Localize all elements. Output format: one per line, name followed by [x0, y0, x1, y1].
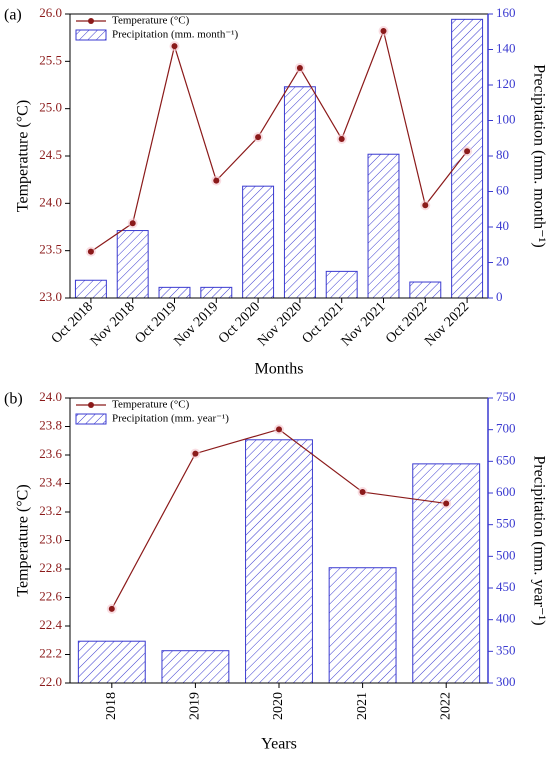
bar	[328, 567, 397, 684]
bar	[74, 279, 107, 299]
y-tick-label: 23.2	[39, 503, 62, 518]
legend-label: Temperature (°C)	[112, 15, 190, 27]
y-tick-label: 24.0	[39, 194, 62, 209]
y2-tick-label: 120	[496, 76, 516, 91]
y2-tick-label: 0	[496, 289, 503, 304]
y-tick-label: 24.0	[39, 389, 62, 404]
y2-tick-label: 140	[496, 40, 516, 55]
marker	[171, 43, 178, 50]
panel: 23.0 23.5 24.0 24.5 25.0 25.5 26.0 0 20 40 60 80 100…	[4, 5, 547, 378]
y-tick-label: 22.2	[39, 645, 62, 660]
bar	[200, 286, 233, 299]
marker	[296, 64, 303, 71]
marker	[380, 28, 387, 35]
bar	[77, 640, 146, 684]
y-tick-label: 22.6	[39, 588, 62, 603]
y2-tick-label: 500	[496, 547, 516, 562]
y2-tick-label: 400	[496, 611, 516, 626]
marker	[464, 148, 471, 155]
y2-tick-label: 350	[496, 642, 516, 657]
x-axis-title: Months	[255, 361, 304, 378]
marker	[359, 489, 366, 496]
x-tick-label: 2020	[271, 692, 286, 720]
y2-tick-label: 650	[496, 452, 516, 467]
marker	[422, 202, 429, 209]
y-tick-label: 22.8	[39, 560, 62, 575]
y-tick-label: 22.4	[39, 617, 62, 632]
panel-label: (b)	[4, 391, 23, 408]
y-tick-label: 26.0	[39, 5, 62, 20]
y2-tick-label: 40	[496, 218, 509, 233]
x-tick-label: 2018	[104, 692, 119, 720]
legend-marker	[88, 18, 94, 24]
bar	[325, 270, 358, 299]
bar	[409, 281, 442, 299]
y2-tick-label: 300	[496, 674, 516, 689]
x-axis-title: Years	[261, 736, 297, 753]
marker	[338, 135, 345, 142]
y2-tick-label: 450	[496, 579, 516, 594]
y2-tick-label: 160	[496, 5, 516, 20]
y-tick-label: 23.0	[39, 289, 62, 304]
y-tick-label: 23.5	[39, 242, 62, 257]
y2-axis-title: Precipitation (mm. year⁻¹)	[530, 455, 547, 625]
x-tick-label: Nov 2020	[255, 299, 305, 349]
legend-marker	[88, 402, 94, 408]
x-tick-label: Nov 2019	[171, 299, 221, 349]
bar	[367, 153, 400, 299]
y-tick-label: 22.0	[39, 674, 62, 689]
marker	[255, 134, 262, 141]
bar	[245, 439, 313, 684]
marker	[108, 605, 115, 612]
x-tick-label: 2022	[438, 692, 453, 720]
marker	[87, 248, 94, 255]
y2-tick-label: 100	[496, 111, 516, 126]
bar	[161, 650, 230, 684]
y-tick-label: 23.0	[39, 531, 62, 546]
x-tick-label: Nov 2021	[339, 299, 389, 349]
panel: 22.0 22.2 22.4 22.6 22.8 23.0 23.2 23.4 23.6 23.8…	[4, 389, 547, 753]
x-tick-label: Nov 2022	[422, 299, 472, 349]
bar	[242, 185, 275, 299]
y2-tick-label: 80	[496, 147, 509, 162]
bar	[283, 86, 316, 299]
y2-tick-label: 550	[496, 516, 516, 531]
y-tick-label: 24.5	[39, 147, 62, 162]
y-axis-title: Temperature (°C)	[15, 484, 32, 596]
legend-label: Temperature (°C)	[112, 399, 190, 411]
y-tick-label: 23.4	[39, 474, 62, 489]
y-tick-label: 25.0	[39, 100, 62, 115]
x-tick-label: Nov 2018	[88, 299, 138, 349]
legend-label: Precipitation (mm. year⁻¹)	[112, 413, 229, 425]
y2-tick-label: 700	[496, 421, 516, 436]
line	[90, 29, 468, 253]
legend-swatch	[75, 29, 107, 41]
y-axis-title: Temperature (°C)	[15, 100, 32, 212]
y-tick-label: 25.5	[39, 52, 62, 67]
y-tick-label: 23.8	[39, 417, 62, 432]
marker	[129, 220, 136, 227]
y2-tick-label: 20	[496, 253, 509, 268]
bar	[412, 463, 481, 684]
legend-label: Precipitation (mm. month⁻¹)	[112, 29, 238, 41]
legend-swatch	[75, 413, 107, 425]
y2-tick-label: 600	[496, 484, 516, 499]
bar	[451, 18, 484, 299]
y-tick-label: 23.6	[39, 446, 62, 461]
y2-axis-title: Precipitation (mm. month⁻¹)	[530, 64, 547, 247]
marker	[192, 450, 199, 457]
marker	[443, 500, 450, 507]
bar	[116, 230, 149, 299]
x-tick-label: 2021	[355, 692, 370, 720]
y2-tick-label: 750	[496, 389, 516, 404]
x-tick-label: 2019	[188, 692, 203, 720]
marker	[276, 426, 282, 433]
bar	[158, 286, 191, 299]
panel-label: (a)	[4, 7, 22, 24]
marker	[213, 177, 220, 184]
y2-tick-label: 60	[496, 182, 509, 197]
